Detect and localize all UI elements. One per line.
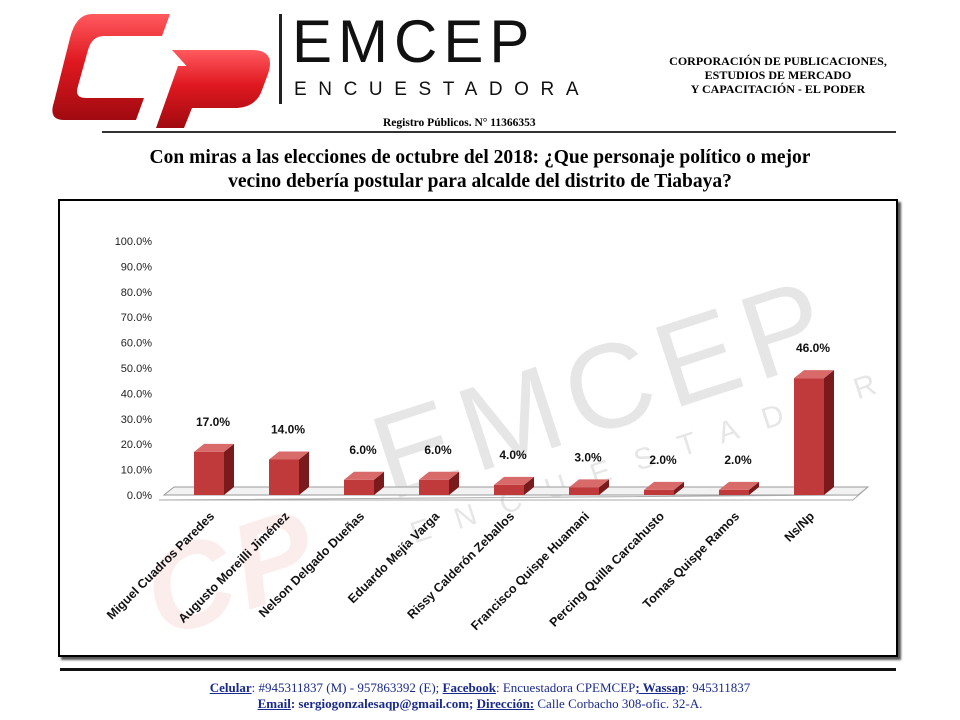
- footer-value: : sergiogonzalesaqp@gmail.com;: [290, 696, 477, 711]
- footer-key[interactable]: Email: [257, 696, 291, 711]
- corporation-text: CORPORACIÓN DE PUBLICACIONES, ESTUDIOS D…: [660, 54, 896, 96]
- brand-name: EMCEP: [292, 8, 536, 75]
- data-label: 2.0%: [649, 453, 677, 467]
- bar-chart: EMCEPENCUESTADORACP0.0%10.0%20.0%30.0%40…: [104, 236, 896, 655]
- bar-top: [794, 370, 834, 379]
- title-line: Con miras a las elecciones de octubre de…: [149, 147, 811, 168]
- bar-top: [644, 481, 684, 490]
- data-label: 4.0%: [499, 448, 527, 462]
- bar-side: [449, 471, 459, 495]
- corp-line: CORPORACIÓN DE PUBLICACIONES,: [669, 54, 887, 68]
- bar: [194, 451, 224, 495]
- y-tick-label: 70.0%: [121, 312, 152, 324]
- bar-group: [494, 476, 534, 495]
- footer-value: Calle Corbacho 308-ofic. 32-A.: [534, 696, 703, 711]
- y-tick-label: 100.0%: [115, 236, 153, 248]
- cp-logo: [52, 14, 270, 128]
- footer-value: : #945311837 (M) - 957863392 (E);: [251, 680, 443, 695]
- footer-rule: [60, 668, 896, 671]
- title-line: vecino debería postular para alcalde del…: [228, 171, 732, 192]
- footer-line-contact: Celular: #945311837 (M) - 957863392 (E);…: [0, 680, 960, 696]
- chart-frame: EMCEP ENCUESTADORA CP 0.0% 10.0% 20.0% 30.0% 40…: [58, 199, 898, 657]
- bar: [569, 487, 599, 495]
- y-tick-label: 20.0%: [121, 439, 152, 451]
- bar-top: [269, 451, 309, 460]
- bar-side: [524, 476, 534, 495]
- bar: [719, 489, 749, 495]
- bar-top: [719, 481, 759, 490]
- bar: [419, 479, 449, 495]
- footer-key: Celular: [209, 680, 252, 695]
- data-label: 2.0%: [724, 453, 752, 467]
- corp-line: Y CAPACITACIÓN - EL PODER: [690, 82, 866, 96]
- y-tick-label: 10.0%: [121, 465, 152, 477]
- bar-top: [419, 471, 459, 480]
- y-tick-label: 40.0%: [121, 388, 152, 400]
- bar-side: [674, 481, 684, 495]
- bar: [794, 378, 824, 495]
- data-label: 14.0%: [271, 422, 305, 436]
- bar-top: [569, 479, 609, 488]
- corp-line: ESTUDIOS DE MERCADO: [704, 68, 852, 82]
- bar-group: [644, 481, 684, 495]
- header-rule: [102, 131, 896, 133]
- footer-value: : Encuestadora CPEMCEP: [495, 680, 636, 695]
- logo-divider: [279, 14, 282, 104]
- category-label: Francisco Quispe Huamani: [468, 509, 592, 633]
- bar-group: [719, 481, 759, 495]
- data-label: 6.0%: [349, 443, 377, 457]
- bar-top: [494, 476, 534, 485]
- bar-side: [374, 471, 384, 495]
- bar: [494, 484, 524, 495]
- bar-group: [419, 471, 459, 495]
- brand-subtitle: ENCUESTADORA: [294, 79, 591, 100]
- chart-floor-edge: [158, 486, 869, 501]
- y-tick-label: 0.0%: [127, 490, 152, 502]
- footer-line-address: Email: sergiogonzalesaqp@gmail.com; Dire…: [0, 696, 960, 712]
- bar: [269, 459, 299, 495]
- data-label: 17.0%: [196, 415, 230, 429]
- bar-top: [344, 471, 384, 480]
- bar-side: [299, 451, 309, 495]
- bar-side: [824, 370, 834, 495]
- bar-group: [569, 479, 609, 495]
- bar-side: [599, 479, 609, 495]
- y-tick-label: 50.0%: [121, 363, 152, 375]
- y-tick-label: 80.0%: [121, 287, 152, 299]
- footer-key: ; Wassap: [635, 680, 686, 695]
- bar-group: [194, 443, 234, 495]
- category-label: Ns/Np: [782, 509, 818, 545]
- y-tick-label: 30.0%: [121, 414, 152, 426]
- y-tick-label: 90.0%: [121, 261, 152, 273]
- bar: [644, 489, 674, 495]
- data-label: 3.0%: [574, 450, 602, 464]
- bar: [344, 479, 374, 495]
- footer-key[interactable]: Facebook: [442, 680, 496, 695]
- registry-number: Registro Públicos. N° 11366353: [383, 117, 536, 129]
- chart-title: Con miras a las elecciones de octubre de…: [60, 146, 900, 194]
- bar-group: [344, 471, 384, 495]
- data-label: 46.0%: [796, 341, 830, 355]
- bar-top: [194, 443, 234, 452]
- bar-side: [224, 443, 234, 495]
- data-label: 6.0%: [424, 443, 452, 457]
- bar-group: [794, 370, 834, 495]
- footer: Celular: #945311837 (M) - 957863392 (E);…: [0, 680, 960, 712]
- bar-group: [269, 451, 309, 495]
- footer-value: : 945311837: [685, 680, 751, 695]
- y-tick-label: 60.0%: [121, 338, 152, 350]
- footer-key: Dirección:: [476, 696, 535, 711]
- bar-side: [749, 481, 759, 495]
